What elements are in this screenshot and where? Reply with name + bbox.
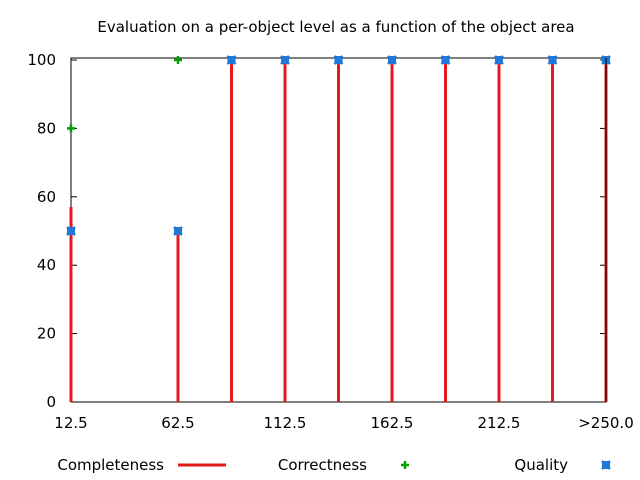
quality-point bbox=[226, 55, 237, 65]
quality-point bbox=[440, 55, 451, 65]
quality-cross bbox=[280, 55, 290, 65]
quality-cross bbox=[173, 226, 183, 236]
quality-cross bbox=[226, 55, 237, 65]
quality-point bbox=[280, 55, 290, 65]
quality-point bbox=[66, 226, 76, 236]
y-tick-label: 20 bbox=[37, 325, 56, 343]
quality-cross bbox=[494, 55, 504, 65]
x-tick-label: 162.5 bbox=[371, 414, 414, 432]
data-marks bbox=[66, 55, 611, 402]
x-tick-label: 12.5 bbox=[54, 414, 87, 432]
legend: Completeness Correctness Quality bbox=[57, 456, 611, 474]
legend-label-completeness: Completeness bbox=[57, 456, 164, 474]
x-tick-label: >250.0 bbox=[578, 414, 634, 432]
correctness-point bbox=[174, 56, 182, 64]
y-tick-label: 60 bbox=[37, 188, 56, 206]
quality-point bbox=[494, 55, 504, 65]
quality-cross bbox=[387, 55, 397, 65]
quality-cross bbox=[547, 55, 558, 65]
quality-cross bbox=[333, 55, 344, 65]
chart-title: Evaluation on a per-object level as a fu… bbox=[97, 18, 574, 36]
y-tick-label: 100 bbox=[27, 51, 56, 69]
x-tick-label: 212.5 bbox=[478, 414, 521, 432]
quality-cross bbox=[440, 55, 451, 65]
y-tick-label: 80 bbox=[37, 119, 56, 137]
x-axis: 12.5 62.5 112.5 162.5 212.5 >250.0 bbox=[54, 58, 634, 432]
legend-label-correctness: Correctness bbox=[278, 456, 367, 474]
quality-point bbox=[333, 55, 344, 65]
quality-point bbox=[547, 55, 558, 65]
quality-point bbox=[387, 55, 397, 65]
x-tick-label: 112.5 bbox=[264, 414, 307, 432]
legend-swatch-cross bbox=[601, 460, 611, 470]
legend-label-quality: Quality bbox=[514, 456, 568, 474]
legend-swatch-plus bbox=[401, 461, 409, 469]
y-axis: 0 20 40 60 80 100 bbox=[27, 51, 606, 411]
quality-point bbox=[173, 226, 183, 236]
x-tick-label: 62.5 bbox=[161, 414, 194, 432]
y-tick-label: 40 bbox=[37, 256, 56, 274]
correctness-point bbox=[67, 124, 75, 133]
y-tick-label: 0 bbox=[46, 393, 56, 411]
quality-cross bbox=[66, 226, 76, 236]
